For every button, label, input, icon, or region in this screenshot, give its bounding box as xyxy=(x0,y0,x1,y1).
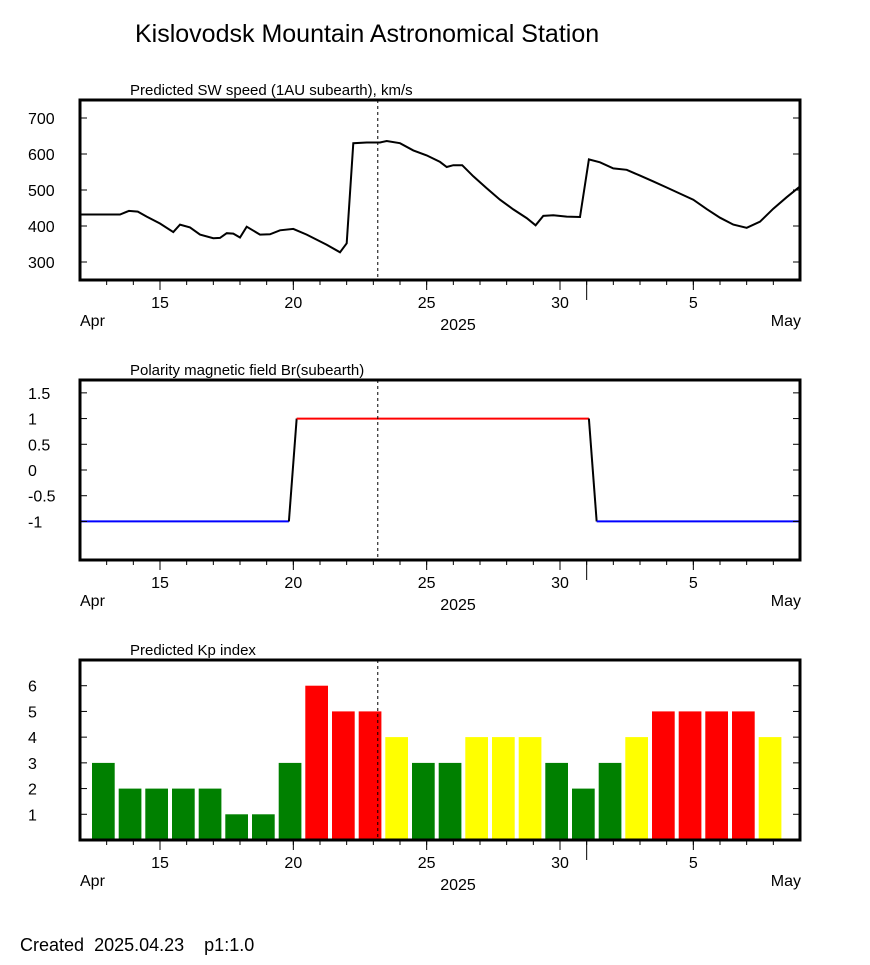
x-tick-label: 5 xyxy=(689,855,698,872)
x-tick-label: 25 xyxy=(418,295,436,312)
y-tick-label: 2 xyxy=(28,782,37,799)
y-tick-label: 6 xyxy=(28,679,37,696)
kp-bar xyxy=(732,711,755,840)
y-tick-label: -1 xyxy=(28,514,42,531)
kp-bar xyxy=(545,762,568,840)
x-tick-label: 15 xyxy=(151,575,169,592)
y-tick-label: 600 xyxy=(28,147,55,164)
y-tick-label: 500 xyxy=(28,183,55,200)
month-end-label: May xyxy=(771,593,801,610)
month-start-label: Apr xyxy=(80,873,106,890)
plot-frame xyxy=(78,378,802,562)
y-tick-label: 300 xyxy=(28,255,55,272)
y-tick-label: 1.5 xyxy=(28,386,50,403)
sw-speed-panel: Predicted SW speed (1AU subearth), km/s 3… xyxy=(28,82,802,334)
polarity-panel: Polarity magnetic field Br(subearth) -1 -0… xyxy=(28,362,802,614)
x-tick-label: 20 xyxy=(284,855,302,872)
y-tick-label: 4 xyxy=(28,730,37,747)
created-label: Created xyxy=(20,935,85,955)
kp-bar xyxy=(198,788,222,840)
x-tick-label: 30 xyxy=(551,575,569,592)
scale-label: p1:1.0 xyxy=(204,935,255,955)
panel-title: Predicted Kp index xyxy=(130,642,256,659)
sw-speed-line xyxy=(80,139,800,254)
page-title: Kislovodsk Mountain Astronomical Station xyxy=(135,20,600,48)
kp-bar xyxy=(438,762,462,840)
kp-bar xyxy=(625,737,648,840)
y-tick-label: 5 xyxy=(28,704,37,721)
year-label: 2025 xyxy=(440,877,476,894)
kp-bar xyxy=(385,737,408,840)
y-tick-label: 1 xyxy=(28,412,37,429)
kp-bar xyxy=(358,711,382,840)
month-start-label: Apr xyxy=(80,593,106,610)
y-tick-label: -0.5 xyxy=(28,489,56,506)
created-date: 2025.04.23 xyxy=(94,935,185,955)
x-tick-label: 5 xyxy=(689,295,698,312)
kp-bar xyxy=(758,737,782,840)
month-start-label: Apr xyxy=(80,313,106,330)
kp-bar xyxy=(172,788,195,840)
kp-bar xyxy=(572,788,595,840)
x-tick-label: 15 xyxy=(151,295,169,312)
kp-bar xyxy=(598,762,622,840)
x-tick-label: 25 xyxy=(418,575,436,592)
y-tick-label: 3 xyxy=(28,756,37,773)
kp-bar xyxy=(145,788,168,840)
y-tick-label: 0.5 xyxy=(28,437,50,454)
y-tick-label: 400 xyxy=(28,219,55,236)
month-end-label: May xyxy=(771,873,801,890)
y-tick-label: 700 xyxy=(28,111,55,128)
month-end-label: May xyxy=(771,313,801,330)
kp-bar xyxy=(305,685,328,840)
kp-bar xyxy=(252,814,275,840)
x-tick-label: 15 xyxy=(151,855,169,872)
x-tick-label: 20 xyxy=(284,295,302,312)
kp-bar xyxy=(92,762,115,840)
kp-bar xyxy=(465,737,488,840)
plot-frame xyxy=(78,98,802,282)
y-tick-label: 1 xyxy=(28,807,37,824)
y-tick-label: 0 xyxy=(28,463,37,480)
x-tick-label: 25 xyxy=(418,855,436,872)
kp-bar xyxy=(118,788,142,840)
year-label: 2025 xyxy=(440,317,476,334)
panel-title: Predicted SW speed (1AU subearth), km/s xyxy=(130,82,413,99)
x-tick-label: 30 xyxy=(551,295,569,312)
kp-bar xyxy=(705,711,728,840)
plot-frame xyxy=(78,658,802,842)
year-label: 2025 xyxy=(440,597,476,614)
kp-bar xyxy=(278,762,302,840)
footer-created: Created 2025.04.23 p1:1.0 xyxy=(20,935,254,956)
kp-bar xyxy=(518,737,542,840)
kp-bar xyxy=(492,737,515,840)
kp-bar xyxy=(332,711,355,840)
kp-bar xyxy=(652,711,675,840)
panel-title: Polarity magnetic field Br(subearth) xyxy=(130,362,364,379)
kp-bar xyxy=(412,762,435,840)
polarity-segment xyxy=(287,418,298,522)
x-tick-label: 20 xyxy=(284,575,302,592)
polarity-segment xyxy=(587,418,598,522)
x-tick-label: 30 xyxy=(551,855,569,872)
x-tick-label: 5 xyxy=(689,575,698,592)
kp-bar xyxy=(225,814,248,840)
kp-bar xyxy=(678,711,702,840)
